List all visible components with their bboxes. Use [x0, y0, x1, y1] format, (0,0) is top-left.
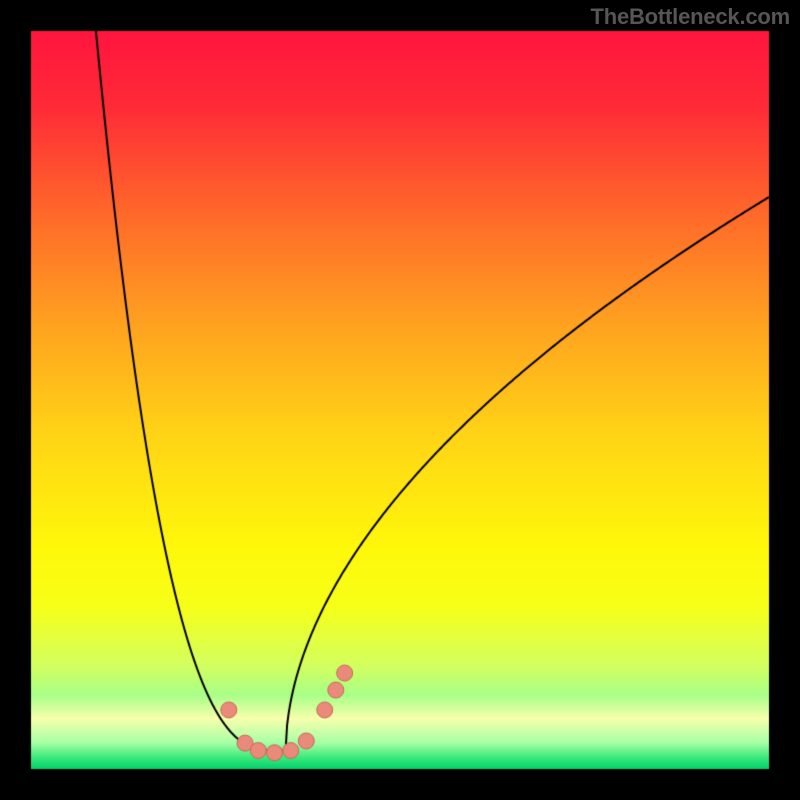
bottleneck-chart: TheBottleneck.com: [0, 0, 800, 800]
watermark-text: TheBottleneck.com: [590, 4, 790, 30]
chart-canvas: [0, 0, 800, 800]
